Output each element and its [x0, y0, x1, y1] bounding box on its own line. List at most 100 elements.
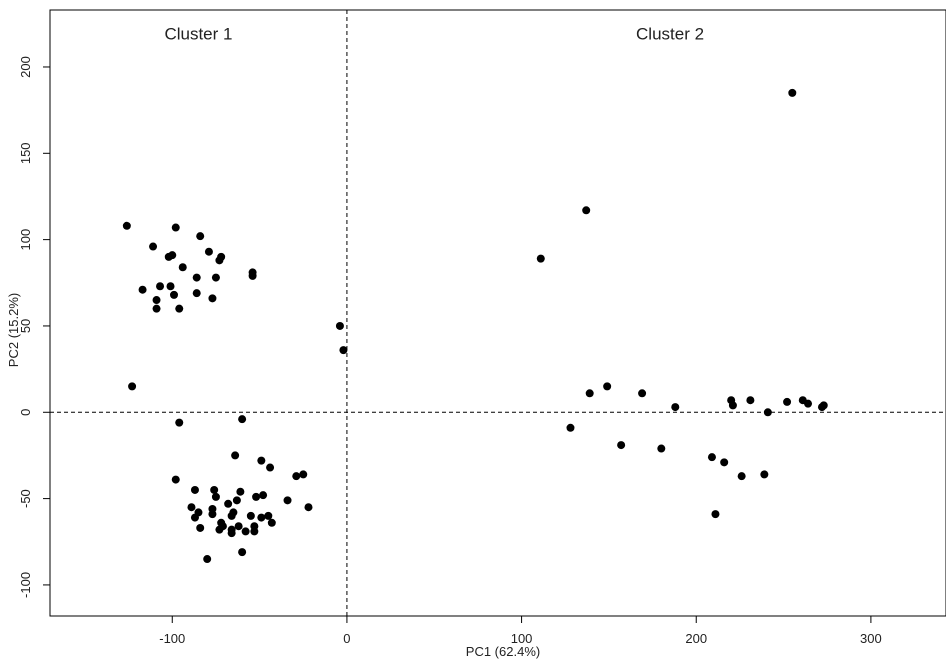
data-point [257, 513, 266, 522]
x-axis: -100 0 100 200 300 [159, 616, 882, 646]
data-point [231, 451, 240, 460]
data-point [175, 418, 184, 427]
data-point [208, 510, 217, 519]
reference-lines [50, 10, 946, 616]
x-tick-label: 300 [860, 631, 882, 646]
data-point [156, 282, 165, 291]
data-point [190, 513, 199, 522]
data-point [267, 518, 276, 527]
y-axis-label: PC2 (15.2%) [6, 293, 21, 367]
data-point [817, 403, 826, 412]
data-point [224, 499, 233, 508]
data-point [335, 321, 344, 330]
data-point [196, 232, 205, 241]
data-point [603, 382, 612, 391]
y-tick-label: 200 [18, 56, 33, 78]
x-tick-label: 100 [511, 631, 533, 646]
data-point [196, 523, 205, 532]
data-point [236, 487, 245, 496]
data-point [671, 403, 680, 412]
data-point [192, 273, 201, 282]
data-point [566, 423, 575, 432]
data-point [208, 294, 217, 303]
data-point [250, 527, 259, 536]
data-point [304, 503, 313, 512]
data-point [299, 470, 308, 479]
cluster-label: Cluster 2 [636, 24, 704, 43]
data-point [203, 555, 212, 564]
data-point [175, 304, 184, 313]
data-point [248, 271, 257, 280]
y-tick-label: 100 [18, 229, 33, 251]
data-point [259, 491, 268, 500]
data-point [171, 475, 180, 484]
annotations: Cluster 1 Cluster 2 [164, 24, 704, 43]
data-point [178, 263, 187, 272]
data-point [152, 296, 161, 305]
data-point [737, 472, 746, 481]
cluster-label: Cluster 1 [164, 24, 232, 43]
data-point [728, 401, 737, 410]
data-point [241, 527, 250, 536]
plot-frame [49, 9, 946, 617]
data-point [783, 397, 792, 406]
data-point [585, 389, 594, 398]
data-point [204, 247, 213, 256]
y-tick-label: -100 [18, 572, 33, 598]
data-point [804, 399, 813, 408]
data-point [760, 470, 769, 479]
data-point [238, 548, 247, 557]
data-point [657, 444, 666, 453]
data-point [152, 304, 161, 313]
data-point [227, 529, 236, 538]
data-point [211, 273, 220, 282]
data-point [215, 256, 224, 265]
data-point [149, 242, 158, 251]
data-point [257, 456, 266, 465]
data-point [711, 510, 720, 519]
data-point [211, 492, 220, 501]
y-tick-label: 50 [18, 319, 33, 333]
data-point [232, 496, 241, 505]
data-point [227, 511, 236, 520]
data-point [582, 206, 591, 215]
data-point [234, 522, 243, 531]
data-point [707, 453, 716, 462]
data-point [190, 485, 199, 494]
y-tick-label: 150 [18, 142, 33, 164]
data-point [246, 511, 255, 520]
data-point [170, 290, 179, 299]
data-point [238, 415, 247, 424]
data-point [536, 254, 545, 263]
data-point [339, 346, 348, 355]
data-point [788, 88, 797, 97]
data-point [292, 472, 301, 481]
data-point [192, 289, 201, 298]
data-point [210, 485, 219, 494]
x-tick-label: -100 [159, 631, 185, 646]
data-point [215, 525, 224, 534]
data-point [122, 221, 131, 230]
data-point [164, 252, 173, 261]
x-tick-label: 0 [343, 631, 350, 646]
data-point [187, 503, 196, 512]
y-tick-label: -50 [18, 489, 33, 508]
data-point [171, 223, 180, 232]
data-point [138, 285, 147, 294]
data-point [264, 511, 273, 520]
data-point [283, 496, 292, 505]
data-point [266, 463, 275, 472]
y-tick-label: 0 [18, 409, 33, 416]
data-points [122, 88, 828, 564]
data-point [638, 389, 647, 398]
data-point [746, 396, 755, 405]
x-axis-label: PC1 (62.4%) [466, 644, 540, 659]
data-point [763, 408, 772, 417]
data-point [252, 492, 261, 501]
y-axis: -100 -50 0 50 100 150 200 [18, 56, 50, 598]
data-point [617, 441, 626, 450]
x-tick-label: 200 [685, 631, 707, 646]
data-point [720, 458, 729, 467]
data-point [166, 282, 175, 291]
